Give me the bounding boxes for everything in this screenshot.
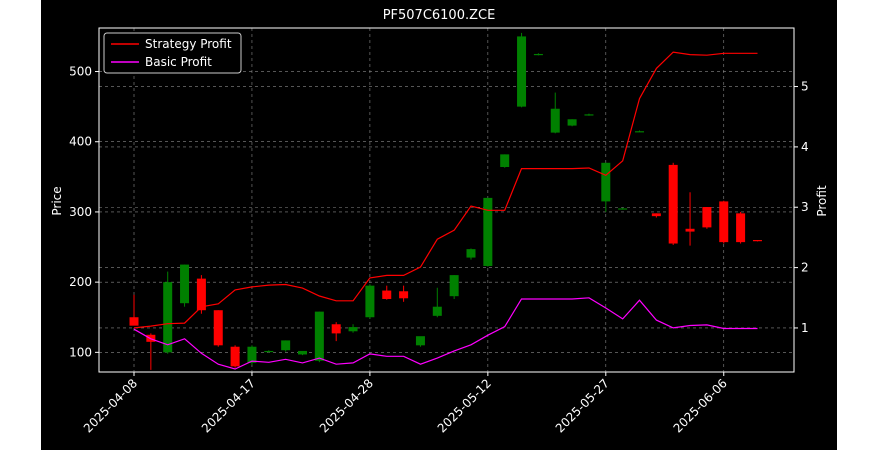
candle-body <box>281 340 291 351</box>
candle-body <box>213 310 223 346</box>
right-axis: 1 2 3 4 5 <box>794 80 809 335</box>
left-tick-label-200: 200 <box>69 275 92 289</box>
right-tick-label-4: 4 <box>801 140 809 154</box>
candle-body <box>331 324 341 334</box>
candle-body <box>618 208 628 210</box>
legend-label-basic: Basic Profit <box>145 55 212 69</box>
candle-body <box>230 346 240 367</box>
candle-body <box>601 162 611 202</box>
candle-body <box>264 350 274 353</box>
candle-body <box>533 53 543 56</box>
legend-label-strategy: Strategy Profit <box>145 37 232 51</box>
legend: Strategy Profit Basic Profit <box>103 32 242 74</box>
right-tick-label-5: 5 <box>801 80 809 94</box>
candle-body <box>298 350 307 355</box>
candle-body <box>685 228 695 232</box>
candle-body <box>752 240 762 242</box>
candle-body <box>635 131 644 133</box>
candle-body <box>449 275 459 297</box>
candle-body <box>314 311 324 361</box>
candle-body <box>399 291 409 299</box>
candle-body <box>432 306 442 316</box>
strategy-profit-line <box>133 51 758 329</box>
right-tick-label-1: 1 <box>801 321 809 335</box>
candle-body <box>651 213 661 217</box>
right-tick-label-2: 2 <box>801 261 809 275</box>
plot-frame <box>98 27 795 373</box>
candle-body <box>247 346 257 363</box>
candle-body <box>702 207 712 228</box>
basic-profit-line <box>133 297 758 370</box>
left-tick-label-500: 500 <box>69 65 92 79</box>
candle-body <box>382 290 392 299</box>
candle-body <box>348 327 358 332</box>
candle-body <box>517 36 527 107</box>
left-axis-label: Price <box>50 186 64 215</box>
left-tick-label-300: 300 <box>69 205 92 219</box>
candle-body <box>567 119 577 126</box>
left-axis: 100 200 300 400 500 <box>69 65 99 359</box>
legend-box <box>103 32 242 74</box>
candle-body <box>415 336 425 346</box>
profit-lines <box>133 51 758 370</box>
candle-body <box>180 264 190 304</box>
candle-body <box>500 154 510 168</box>
right-axis-label: Profit <box>815 185 829 217</box>
right-tick-label-3: 3 <box>801 200 809 214</box>
candle-body <box>550 108 560 133</box>
candle-body <box>719 201 729 243</box>
candle-body <box>483 197 493 266</box>
candle-body <box>466 249 476 258</box>
candle-body <box>736 213 746 243</box>
candle-body <box>584 114 594 116</box>
candle-body <box>196 278 206 311</box>
candle-body <box>129 317 139 326</box>
chart-title: PF507C6100.ZCE <box>383 8 496 23</box>
candle-body <box>668 164 678 244</box>
left-tick-label-100: 100 <box>69 345 92 359</box>
candle-body <box>365 285 375 318</box>
left-tick-label-400: 400 <box>69 135 92 149</box>
candle-body <box>163 282 173 353</box>
